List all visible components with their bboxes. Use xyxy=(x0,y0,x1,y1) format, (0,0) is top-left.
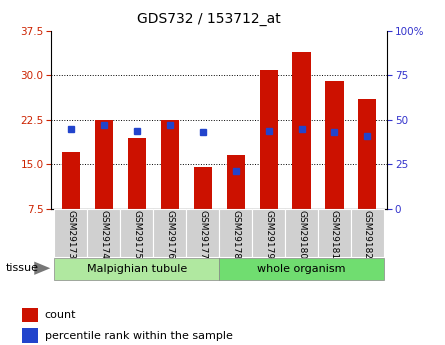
Text: Malpighian tubule: Malpighian tubule xyxy=(87,264,187,274)
Bar xyxy=(128,138,146,209)
Text: count: count xyxy=(44,310,76,320)
Bar xyxy=(22,328,38,343)
Bar xyxy=(351,209,384,257)
Text: GSM29174: GSM29174 xyxy=(99,210,109,259)
Text: percentile rank within the sample: percentile rank within the sample xyxy=(44,331,233,341)
Bar xyxy=(161,120,179,209)
Text: tissue: tissue xyxy=(5,264,38,273)
Bar xyxy=(219,209,252,257)
Text: GSM29182: GSM29182 xyxy=(363,210,372,259)
Text: GDS732 / 153712_at: GDS732 / 153712_at xyxy=(137,12,281,26)
Bar xyxy=(54,209,87,257)
Text: GSM29175: GSM29175 xyxy=(132,210,142,259)
Bar xyxy=(153,209,186,257)
Text: whole organism: whole organism xyxy=(257,264,346,274)
Bar xyxy=(325,81,344,209)
Text: GSM29173: GSM29173 xyxy=(66,210,76,259)
Bar xyxy=(318,209,351,257)
Text: GSM29181: GSM29181 xyxy=(330,210,339,259)
Bar xyxy=(259,70,278,209)
Bar xyxy=(186,209,219,257)
Text: GSM29180: GSM29180 xyxy=(297,210,306,259)
Bar xyxy=(62,152,80,209)
Text: GSM29177: GSM29177 xyxy=(198,210,207,259)
Bar xyxy=(219,258,384,280)
Bar xyxy=(194,167,212,209)
Bar xyxy=(120,209,153,257)
Bar xyxy=(22,308,38,322)
Bar xyxy=(358,99,376,209)
Bar xyxy=(87,209,120,257)
Bar xyxy=(292,52,311,209)
Bar xyxy=(95,120,113,209)
Polygon shape xyxy=(34,262,50,275)
Text: GSM29179: GSM29179 xyxy=(264,210,273,259)
Bar xyxy=(285,209,318,257)
Bar xyxy=(252,209,285,257)
Bar xyxy=(227,155,245,209)
Text: GSM29176: GSM29176 xyxy=(165,210,174,259)
Bar xyxy=(54,258,219,280)
Text: GSM29178: GSM29178 xyxy=(231,210,240,259)
